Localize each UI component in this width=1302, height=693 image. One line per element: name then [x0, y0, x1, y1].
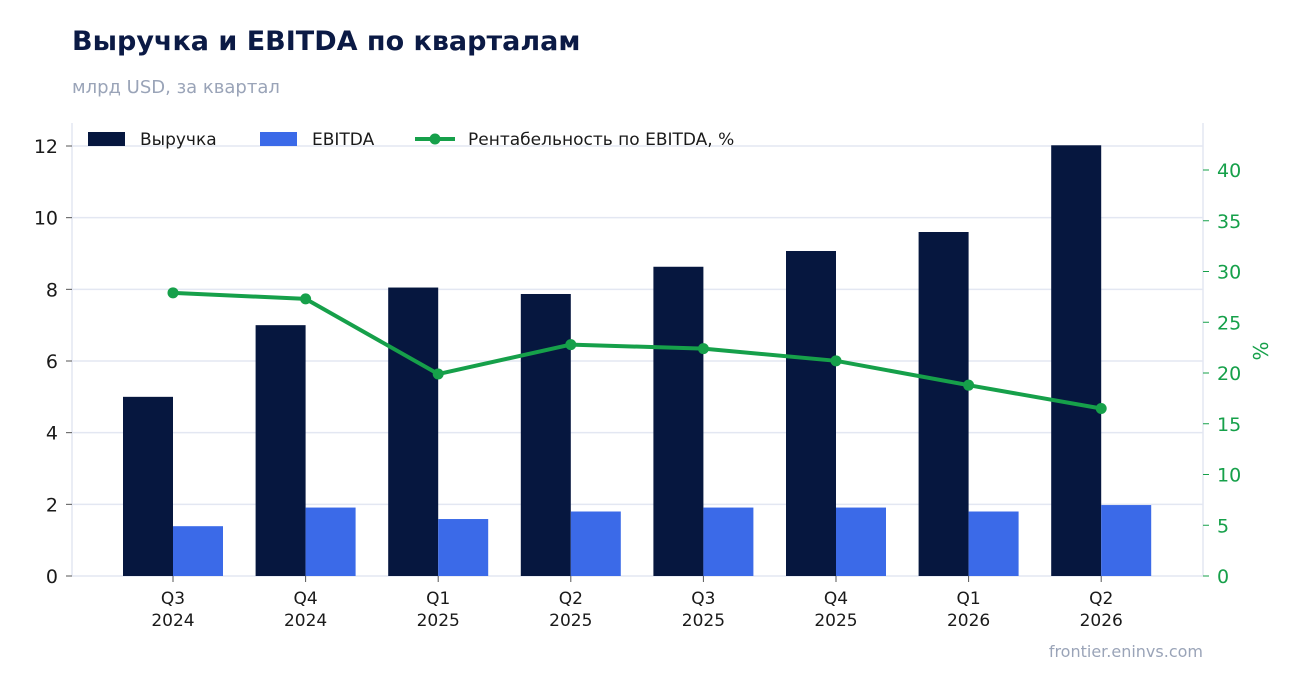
y-tick-label: 4 [46, 423, 58, 445]
legend-swatch-revenue [88, 132, 125, 146]
x-tick-label-quarter: Q3 [161, 589, 185, 609]
y-tick-label: 2 [46, 494, 58, 516]
x-tick-label-year: 2026 [1080, 611, 1123, 631]
y2-tick-label: 40 [1217, 160, 1241, 182]
y2-tick-label: 5 [1217, 515, 1229, 537]
chart-title: Выручка и EBITDA по кварталам [72, 26, 581, 57]
y2-tick-label: 20 [1217, 363, 1241, 385]
y2-tick-label: 25 [1217, 312, 1241, 334]
margin-point [963, 379, 975, 391]
revenue-bar [1051, 145, 1102, 577]
revenue-bar [520, 293, 571, 576]
revenue-bar [918, 232, 969, 576]
ebitda-bar [968, 511, 1019, 576]
ebitda-bar [1101, 505, 1152, 576]
y2-tick-label: 10 [1217, 465, 1241, 487]
margin-point [432, 368, 444, 380]
x-tick-label-year: 2025 [814, 611, 857, 631]
y-tick-label: 12 [34, 136, 58, 158]
margin-point [300, 293, 312, 305]
y2-tick-label: 15 [1217, 414, 1241, 436]
x-tick-label-quarter: Q4 [293, 589, 317, 609]
revenue-bar [653, 266, 704, 576]
revenue-bar [255, 325, 306, 576]
x-tick-label-quarter: Q1 [426, 589, 450, 609]
y-tick-label: 8 [46, 279, 58, 301]
revenue-bar [786, 250, 836, 576]
legend-swatch-margin-marker [429, 133, 441, 145]
x-tick-label-year: 2024 [151, 611, 194, 631]
y2-axis-label: % [1249, 341, 1273, 360]
y2-tick-label: 30 [1217, 262, 1241, 284]
gridlines [72, 145, 1203, 506]
chart-subtitle: млрд USD, за квартал [72, 77, 280, 98]
margin-point [830, 355, 842, 367]
y-tick-label: 6 [46, 351, 58, 373]
tick-labels: 0246810120510152025303540%Q32024Q42024Q1… [34, 136, 1273, 631]
ebitda-bar [438, 519, 489, 576]
ebitda-bar [570, 511, 621, 576]
legend-label-revenue: Выручка [140, 130, 217, 150]
axes [71, 123, 1204, 577]
margin-point [167, 287, 179, 299]
y-tick-label: 0 [46, 566, 58, 588]
x-tick-label-year: 2025 [417, 611, 460, 631]
x-tick-label-year: 2025 [682, 611, 725, 631]
x-tick-label-quarter: Q4 [824, 589, 848, 609]
x-tick-label-year: 2025 [549, 611, 592, 631]
legend-label-margin: Рентабельность по EBITDA, % [468, 130, 734, 150]
revenue-bar [123, 396, 173, 576]
x-tick-label-year: 2024 [284, 611, 327, 631]
margin-line [167, 287, 1107, 415]
ebitda-bar [836, 507, 886, 576]
margin-point [697, 343, 709, 355]
ebitda-bar [305, 507, 356, 576]
ebitda-bar [173, 526, 223, 576]
x-tick-label-quarter: Q2 [1089, 589, 1113, 609]
revenue-bar [388, 287, 439, 576]
legend-label-ebitda: EBITDA [312, 130, 375, 150]
x-tick-label-quarter: Q1 [956, 589, 980, 609]
x-tick-label-year: 2026 [947, 611, 990, 631]
y2-tick-label: 0 [1217, 566, 1229, 588]
legend-swatch-ebitda [260, 132, 297, 146]
x-tick-label-quarter: Q2 [559, 589, 583, 609]
source-note: frontier.eninvs.com [1048, 642, 1203, 661]
x-tick-label-quarter: Q3 [691, 589, 715, 609]
margin-point [1095, 403, 1107, 415]
ebitda-bar [703, 507, 754, 576]
y2-tick-label: 35 [1217, 211, 1241, 233]
margin-point [565, 339, 577, 351]
y-tick-label: 10 [34, 208, 58, 230]
bars [123, 145, 1152, 577]
legend: Выручка EBITDA Рентабельность по EBITDA, % [88, 130, 734, 150]
margin-polyline [172, 290, 1102, 411]
